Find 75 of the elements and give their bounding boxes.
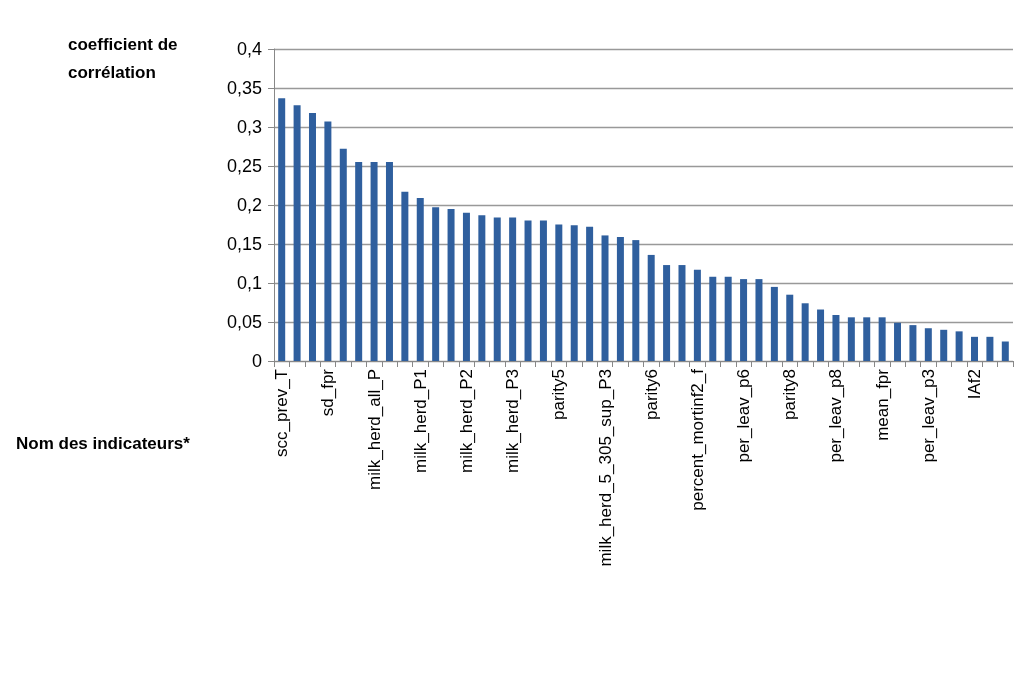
bar <box>324 121 332 361</box>
x-tick-label: per_leav_p3 <box>918 369 938 463</box>
bar <box>493 217 501 361</box>
y-tick-label: 0,35 <box>226 78 262 98</box>
bar <box>678 265 686 361</box>
x-axis-title: Nom des indicateurs* <box>16 434 191 453</box>
bar <box>478 215 486 361</box>
bar <box>878 317 886 361</box>
bar <box>632 240 640 361</box>
bar <box>524 220 532 361</box>
x-tick-label: scc_prev_T <box>272 369 292 457</box>
bar <box>786 294 794 361</box>
x-tick-label: parity6 <box>641 369 661 421</box>
bar <box>663 265 671 361</box>
y-tick-label: 0,3 <box>236 117 262 137</box>
bar <box>586 226 594 361</box>
x-tick-label: percent_mortinf2_f <box>687 368 707 511</box>
bar <box>924 328 932 361</box>
bar <box>863 317 871 361</box>
x-tick-label: parity5 <box>549 369 569 421</box>
bar <box>693 269 701 361</box>
bar <box>308 112 316 361</box>
y-tick-label: 0,1 <box>236 273 262 293</box>
bar <box>986 336 994 361</box>
x-tick-label: parity8 <box>780 369 800 421</box>
bar <box>940 329 948 361</box>
y-tick-label: 0,2 <box>236 195 262 215</box>
x-tick-label: IAf2 <box>965 369 985 400</box>
bar <box>724 276 732 361</box>
bar <box>385 162 393 361</box>
bar <box>955 331 963 361</box>
x-tick-label: milk_herd_P3 <box>503 369 523 473</box>
x-tick-label: mean_fpr <box>872 368 892 441</box>
bar <box>801 303 809 361</box>
y-axis-title: coefficient de corrélation <box>68 34 183 82</box>
bar <box>539 220 547 361</box>
bar <box>647 254 655 361</box>
y-tick-label: 0,05 <box>226 312 262 332</box>
bar <box>339 148 347 361</box>
bar <box>894 322 902 361</box>
bar <box>770 286 778 361</box>
y-tick-label: 0 <box>251 351 262 371</box>
bar <box>401 191 409 361</box>
y-tick-label: 0,15 <box>226 234 262 254</box>
bar <box>370 162 378 361</box>
bar <box>570 225 578 361</box>
x-tick-label: milk_herd_all_P <box>364 369 384 490</box>
bar <box>555 224 563 361</box>
bar <box>432 207 440 361</box>
bar <box>355 162 363 361</box>
bar <box>832 314 840 361</box>
x-tick-label: per_leav_p6 <box>734 369 754 463</box>
bar <box>601 235 609 361</box>
x-tick-label: sd_fpr <box>318 368 338 417</box>
x-tick-label: milk_herd_P2 <box>456 369 476 473</box>
bar <box>909 325 917 361</box>
bar <box>416 197 424 361</box>
y-tick-label: 0,25 <box>226 156 262 176</box>
bar <box>847 317 855 361</box>
bar <box>278 98 286 361</box>
x-tick-label: milk_herd_P1 <box>410 369 430 473</box>
x-tick-label: milk_herd_5_305_sup_P3 <box>595 369 615 567</box>
bar <box>1001 341 1009 361</box>
bar <box>755 279 763 361</box>
x-tick-label: per_leav_p8 <box>826 369 846 463</box>
bar <box>740 279 748 361</box>
bar <box>509 217 517 361</box>
bar <box>462 212 470 361</box>
bar <box>616 236 624 361</box>
bar <box>447 208 455 361</box>
bar <box>817 309 825 361</box>
bar <box>709 276 717 361</box>
bar <box>293 105 301 361</box>
y-tick-label: 0,4 <box>236 39 262 59</box>
bar <box>971 336 979 361</box>
